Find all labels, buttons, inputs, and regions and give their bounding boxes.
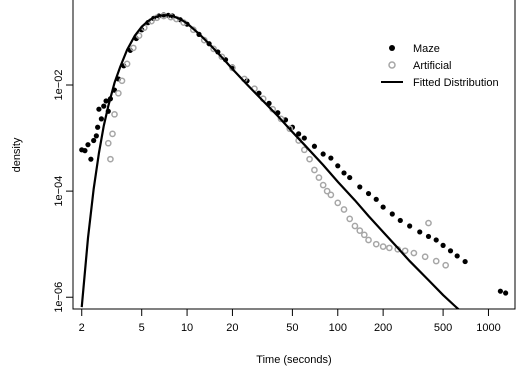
legend-maze-label: Maze (413, 43, 440, 55)
data-point (351, 222, 359, 230)
x-axis-label: Time (seconds) (256, 354, 331, 366)
x-tick-label: 500 (434, 322, 452, 334)
data-point (365, 190, 372, 197)
data-point (129, 44, 137, 52)
series-fitted-distribution (80, 14, 460, 309)
data-point (421, 253, 429, 261)
data-point (340, 206, 348, 213)
data-point (301, 135, 307, 141)
data-point (386, 244, 393, 252)
data-point (277, 115, 285, 123)
data-point (380, 204, 386, 210)
y-tick-label: 1e−04 (53, 176, 65, 207)
data-point (93, 133, 99, 139)
data-point (103, 98, 109, 104)
x-tick-label: 2 (79, 322, 85, 334)
data-point (101, 103, 107, 109)
data-point (341, 170, 347, 176)
data-point (319, 181, 327, 189)
data-point (440, 242, 446, 248)
data-point (311, 143, 318, 149)
x-tick-label: 50 (286, 322, 298, 334)
fitted-curve (80, 14, 460, 309)
data-point (346, 215, 354, 223)
data-point (328, 155, 334, 161)
data-point (356, 227, 364, 234)
data-point (104, 139, 112, 147)
data-point (109, 130, 116, 138)
data-point (347, 174, 353, 181)
legend-artificial-label: Artificial (413, 60, 452, 72)
plot-box (72, 0, 516, 310)
data-point (442, 261, 450, 269)
data-point (410, 249, 418, 257)
data-point (365, 236, 372, 244)
legend: Maze Artificial Fitted Distribution (381, 43, 499, 89)
data-point (323, 187, 331, 195)
data-point (497, 288, 503, 294)
data-point (397, 217, 403, 224)
data-point (379, 243, 387, 250)
x-tick-label: 100 (329, 322, 347, 334)
data-point (462, 258, 468, 265)
data-point (334, 199, 342, 207)
data-point (218, 53, 226, 61)
data-point (454, 253, 460, 259)
data-point (95, 124, 101, 130)
data-point (118, 77, 126, 85)
data-point (401, 247, 409, 255)
legend-fitted-label: Fitted Distribution (413, 77, 499, 89)
data-point (373, 196, 379, 202)
data-point (306, 155, 313, 163)
data-point (115, 89, 122, 97)
data-point (417, 229, 423, 235)
legend-maze-marker (389, 45, 395, 51)
y-axis: 1e−06 1e−04 1e−02 (53, 70, 73, 313)
data-point (85, 142, 91, 148)
data-point (96, 106, 102, 112)
data-point (88, 156, 94, 162)
data-point (98, 116, 104, 122)
x-axis: 2 5 10 20 50 100 200 500 1000 (79, 309, 501, 334)
y-axis-label: density (11, 137, 23, 172)
data-point (432, 257, 440, 265)
data-point (425, 233, 432, 240)
data-point (327, 191, 335, 199)
data-point (357, 184, 363, 190)
data-point (360, 231, 368, 239)
data-point (300, 146, 308, 154)
data-point (320, 151, 326, 157)
data-point (389, 211, 395, 217)
data-point (407, 223, 413, 229)
data-point (372, 240, 380, 248)
data-point (135, 32, 143, 40)
data-point (315, 174, 323, 181)
y-tick-label: 1e−06 (53, 282, 65, 313)
data-point (447, 248, 454, 254)
data-point (286, 125, 294, 133)
x-tick-label: 200 (374, 322, 392, 334)
data-point (311, 166, 318, 174)
x-tick-label: 1000 (476, 322, 500, 334)
y-tick-label: 1e−02 (53, 70, 65, 101)
legend-artificial-marker (388, 61, 396, 69)
data-point (107, 155, 114, 163)
data-point (296, 131, 302, 137)
data-point (425, 219, 432, 227)
data-point (123, 60, 131, 68)
x-tick-label: 10 (181, 322, 193, 334)
data-point (210, 45, 217, 53)
data-point (335, 163, 341, 169)
data-point (82, 148, 88, 154)
x-tick-label: 5 (139, 322, 145, 334)
data-point (111, 110, 118, 118)
data-point (91, 137, 97, 144)
data-point (433, 237, 439, 243)
x-tick-label: 20 (226, 322, 238, 334)
data-point (503, 290, 509, 296)
